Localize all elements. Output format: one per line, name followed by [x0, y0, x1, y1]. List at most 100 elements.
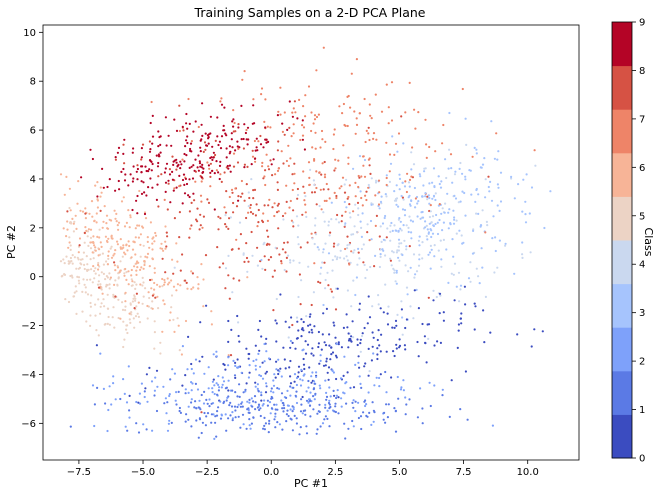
scatter-point: [230, 132, 233, 135]
scatter-point: [312, 122, 315, 125]
scatter-point: [496, 183, 499, 186]
scatter-point: [196, 388, 200, 391]
scatter-point: [264, 372, 267, 375]
scatter-point: [321, 333, 324, 336]
scatter-point: [358, 308, 361, 311]
scatter-point: [428, 202, 431, 205]
scatter-point: [121, 255, 124, 258]
scatter-point: [100, 245, 103, 248]
scatter-point: [96, 386, 99, 389]
scatter-point: [288, 126, 291, 129]
scatter-point: [297, 224, 300, 227]
scatter-point: [123, 225, 127, 228]
scatter-point: [400, 229, 403, 232]
scatter-point: [342, 326, 345, 329]
scatter-point: [438, 203, 441, 206]
colorbar-tick-label: 2: [639, 357, 645, 368]
scatter-point: [163, 198, 166, 201]
scatter-point: [224, 214, 227, 217]
scatter-point: [312, 354, 315, 357]
scatter-point: [121, 308, 125, 311]
scatter-point: [385, 176, 388, 180]
scatter-point: [382, 249, 385, 252]
scatter-point: [186, 287, 189, 290]
scatter-point: [126, 429, 129, 432]
scatter-point: [471, 155, 474, 158]
scatter-point: [301, 327, 304, 330]
scatter-point: [285, 159, 288, 163]
scatter-point: [447, 211, 450, 214]
scatter-point: [159, 341, 162, 344]
scatter-point: [118, 188, 121, 191]
scatter-point: [282, 404, 285, 407]
scatter-point: [127, 184, 130, 187]
scatter-point: [295, 422, 298, 425]
scatter-point: [241, 405, 244, 408]
scatter-point: [277, 202, 280, 205]
scatter-point: [281, 248, 284, 251]
scatter-point: [208, 398, 211, 401]
scatter-point: [240, 371, 243, 374]
scatter-point: [377, 329, 380, 332]
scatter-point: [278, 253, 281, 256]
scatter-point: [157, 205, 160, 208]
scatter-point: [483, 341, 486, 344]
scatter-point: [194, 180, 197, 183]
scatter-point: [358, 155, 362, 158]
scatter-point: [450, 167, 453, 170]
scatter-point: [413, 289, 416, 292]
scatter-point: [199, 224, 202, 227]
scatter-point: [237, 247, 240, 250]
scatter-point: [140, 171, 143, 174]
scatter-point: [108, 385, 111, 388]
scatter-point: [293, 380, 296, 383]
scatter-point: [276, 387, 279, 390]
scatter-point: [252, 416, 255, 419]
scatter-point: [274, 376, 277, 379]
scatter-point: [103, 205, 106, 208]
scatter-point: [210, 323, 213, 326]
scatter-point: [363, 326, 366, 330]
scatter-point: [517, 183, 520, 186]
scatter-point: [135, 283, 138, 286]
scatter-point: [91, 157, 94, 161]
scatter-point: [384, 370, 387, 374]
scatter-point: [445, 176, 448, 180]
scatter-point: [473, 146, 476, 149]
scatter-point: [67, 300, 71, 304]
scatter-point: [372, 409, 375, 412]
scatter-point: [475, 152, 478, 155]
scatter-point: [372, 352, 375, 355]
scatter-point: [428, 222, 431, 225]
scatter-point: [127, 365, 130, 368]
scatter-point: [263, 204, 266, 207]
scatter-point: [291, 111, 294, 114]
scatter-point: [392, 350, 395, 353]
scatter-point: [264, 169, 267, 172]
scatter-point: [224, 368, 227, 371]
scatter-point: [108, 323, 111, 326]
scatter-point: [368, 103, 371, 106]
scatter-point: [398, 338, 401, 341]
scatter-point: [421, 257, 424, 260]
scatter-point: [473, 328, 476, 331]
scatter-point: [284, 367, 287, 370]
scatter-point: [112, 293, 115, 296]
scatter-point: [302, 348, 305, 351]
scatter-point: [348, 211, 351, 214]
scatter-point: [352, 386, 356, 389]
scatter-point: [326, 271, 329, 274]
scatter-point: [303, 199, 306, 202]
scatter-point: [192, 130, 195, 133]
scatter-point: [206, 412, 210, 415]
scatter-point: [366, 231, 369, 234]
scatter-point: [315, 170, 318, 173]
scatter-point: [357, 416, 360, 420]
scatter-point: [451, 238, 454, 241]
scatter-point: [257, 403, 261, 406]
scatter-point: [206, 144, 209, 147]
scatter-point: [408, 178, 412, 181]
scatter-point: [188, 166, 191, 169]
scatter-point: [124, 305, 127, 308]
scatter-point: [302, 170, 305, 173]
